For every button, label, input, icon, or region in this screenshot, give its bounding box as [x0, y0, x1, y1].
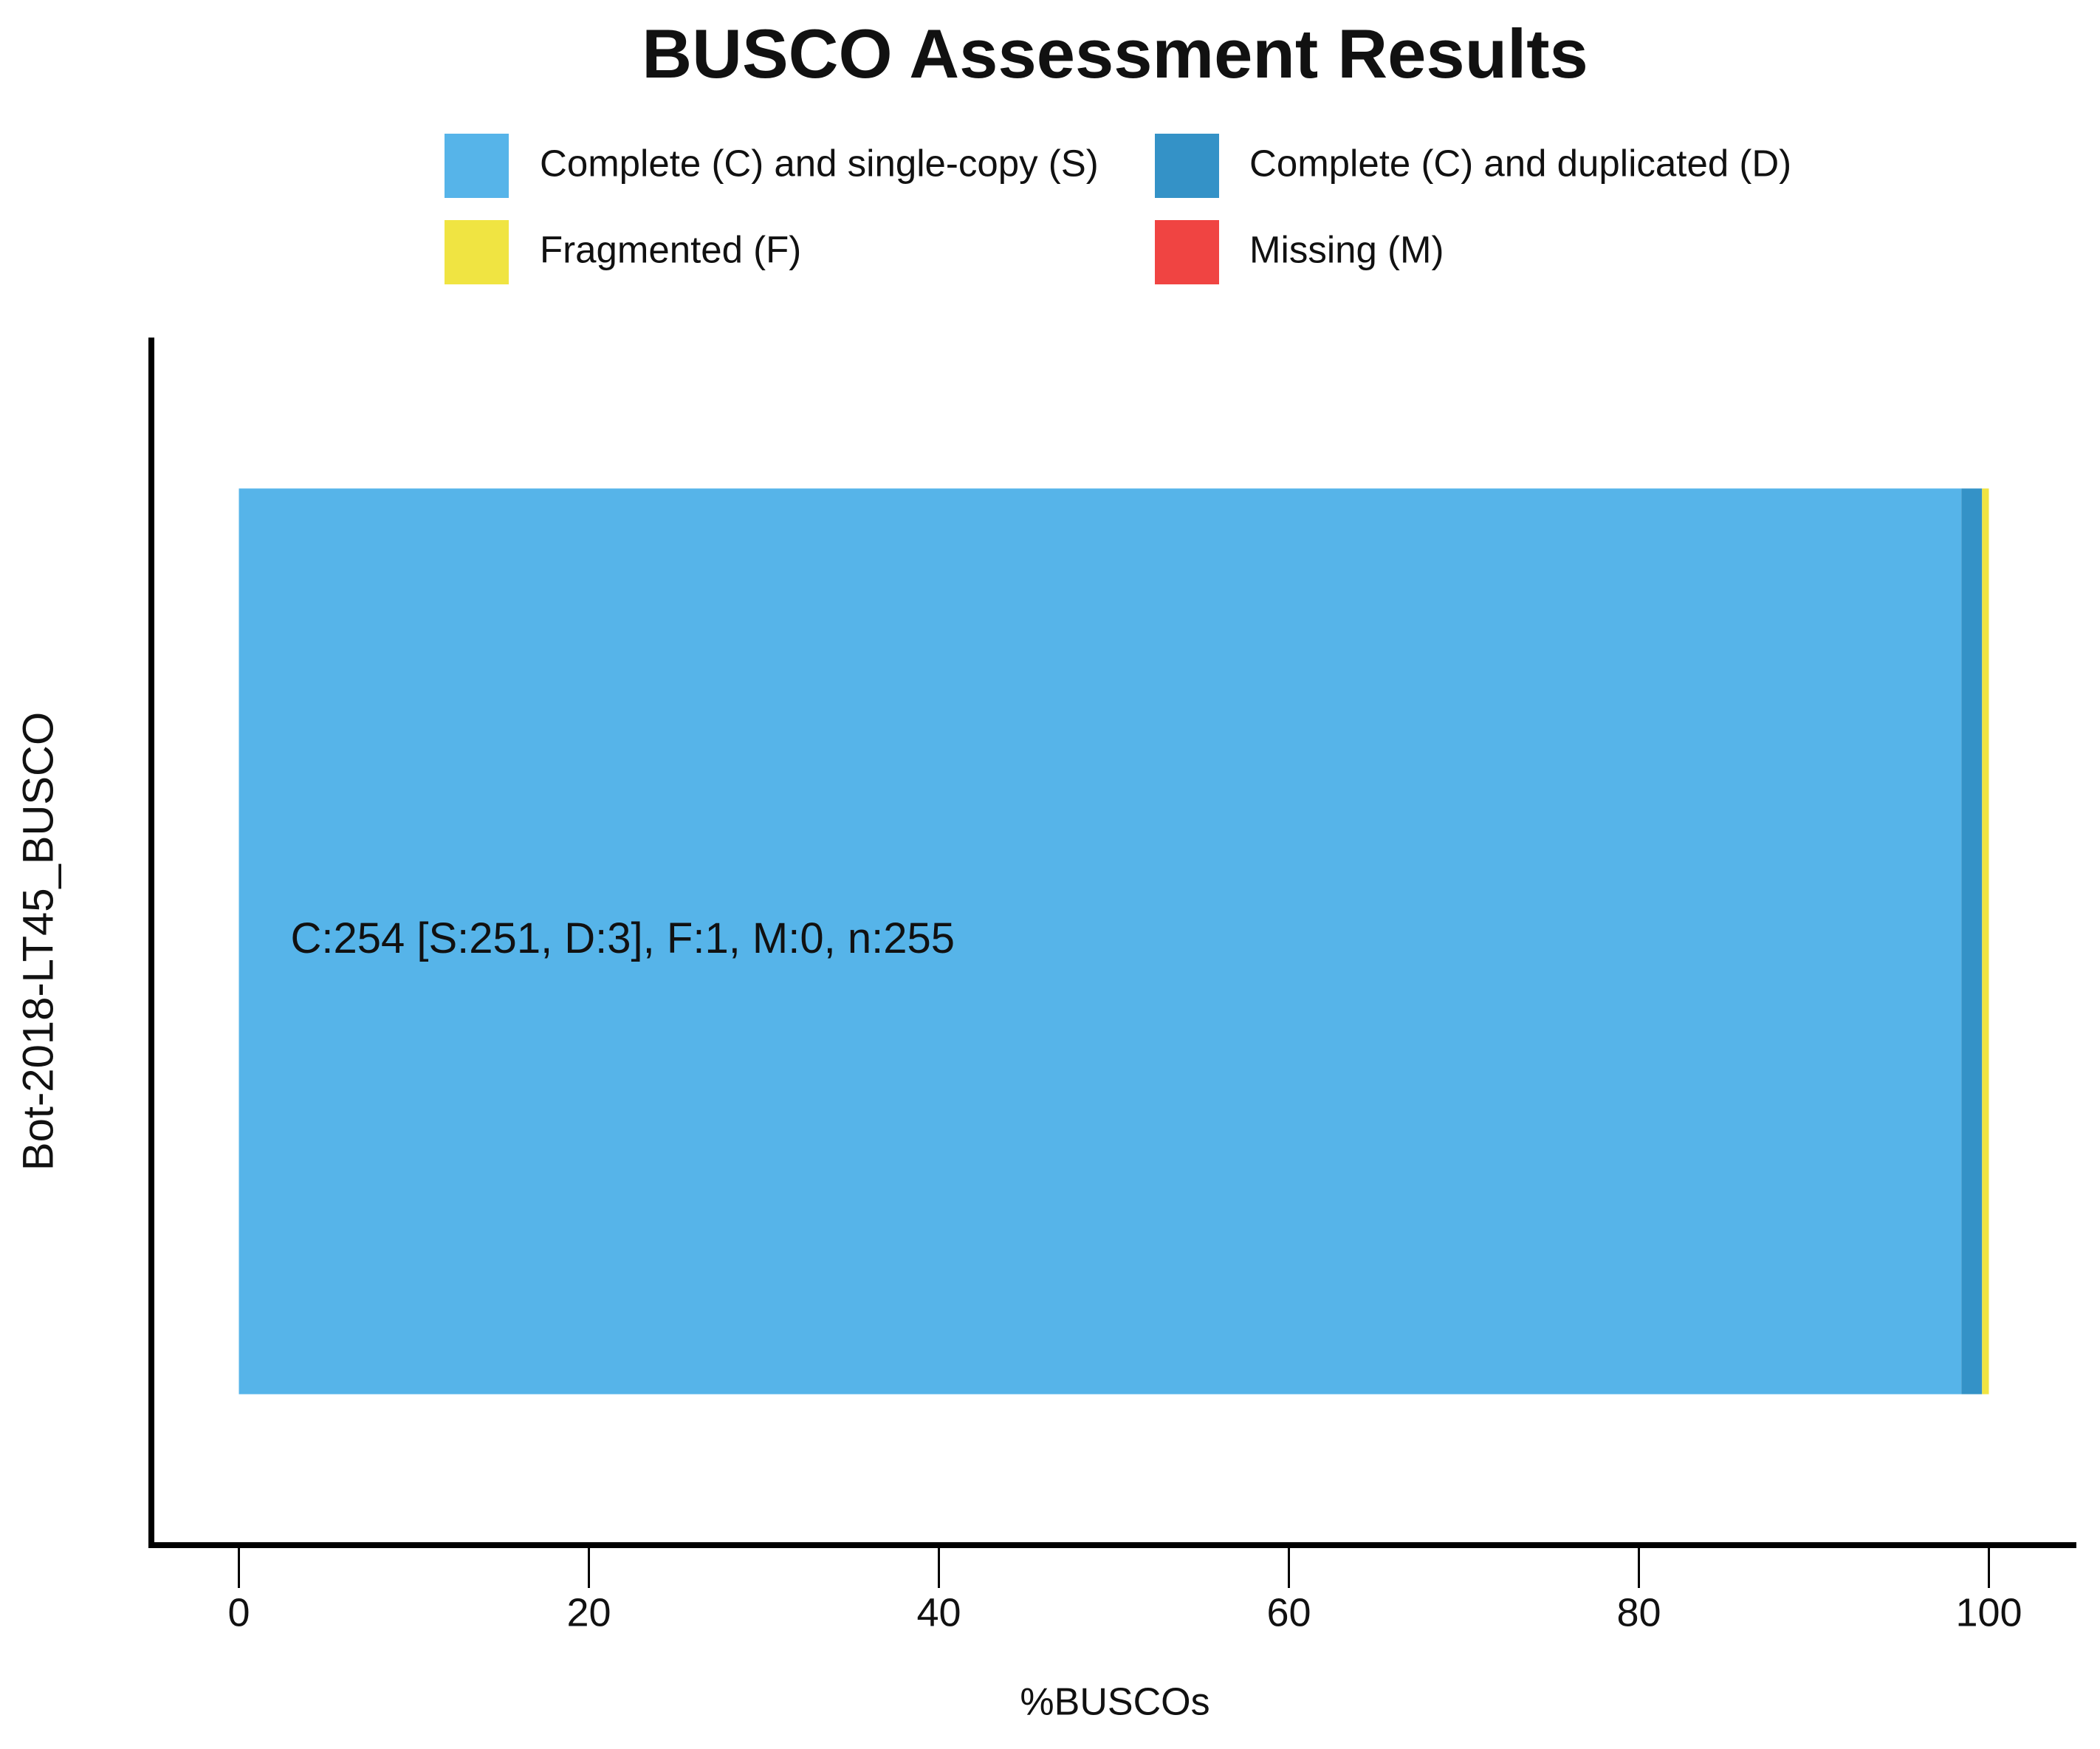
bar-segment: [239, 488, 1962, 1394]
legend-label: Complete (C) and single-copy (S): [540, 142, 1099, 184]
bar-annotation: C:254 [S:251, D:3], F:1, M:0, n:255: [291, 914, 955, 962]
legend-swatch: [445, 134, 509, 198]
bar-segment: [1961, 488, 1983, 1394]
legend-label: Complete (C) and duplicated (D): [1249, 142, 1791, 184]
x-tick-label: 0: [227, 1590, 250, 1635]
x-tick-label: 100: [1955, 1590, 2022, 1635]
x-tick-label: 40: [916, 1590, 961, 1635]
x-tick-label: 60: [1266, 1590, 1311, 1635]
x-axis-label: %BUSCOs: [1020, 1681, 1209, 1724]
legend-swatch: [445, 220, 509, 284]
bar-segment: [1982, 488, 1989, 1394]
y-tick-label: Bot-2018-LT45_BUSCO: [14, 712, 62, 1171]
legend-label: Fragmented (F): [540, 228, 801, 270]
legend-swatch: [1155, 134, 1219, 198]
x-tick-label: 20: [566, 1590, 611, 1635]
legend-swatch: [1155, 220, 1219, 284]
x-tick-label: 80: [1616, 1590, 1661, 1635]
chart-title: BUSCO Assessment Results: [642, 15, 1588, 92]
legend-label: Missing (M): [1249, 228, 1444, 270]
